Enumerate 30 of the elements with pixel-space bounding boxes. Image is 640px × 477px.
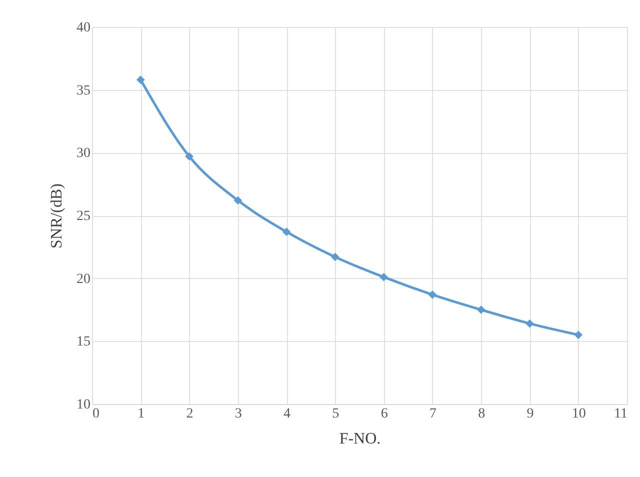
point <box>476 306 486 314</box>
x-tick-label: 6 <box>380 406 388 422</box>
point <box>136 76 145 84</box>
x-tick-label: 1 <box>138 406 145 422</box>
x-tick-label: 11 <box>614 406 628 422</box>
x-tick-label: 7 <box>429 406 436 422</box>
x-axis-title: F-NO. <box>339 430 381 448</box>
point <box>234 196 242 205</box>
point <box>331 252 340 262</box>
x-tick-label: 10 <box>572 406 586 422</box>
y-tick-label: 15 <box>76 334 90 350</box>
point <box>428 290 437 299</box>
point <box>380 272 388 282</box>
x-tick-label: 0 <box>92 406 100 422</box>
y-axis-title: SNR/(dB) <box>48 184 66 248</box>
x-tick-label: 3 <box>234 406 242 422</box>
y-tick-label: 20 <box>76 272 90 287</box>
x-tick-label: 8 <box>478 406 486 422</box>
x-tick-label: 2 <box>186 406 194 422</box>
x-tick-label: 4 <box>284 406 291 422</box>
point <box>574 330 583 340</box>
y-tick-label: 35 <box>76 83 90 98</box>
point <box>526 319 534 328</box>
y-tick-label: 25 <box>76 209 90 224</box>
y-tick-label: 40 <box>76 20 90 36</box>
x-tick-label: 9 <box>526 406 534 422</box>
x-tick-label: 5 <box>332 406 340 422</box>
point <box>185 152 194 161</box>
y-tick-label: 30 <box>76 146 90 162</box>
point <box>282 228 291 236</box>
